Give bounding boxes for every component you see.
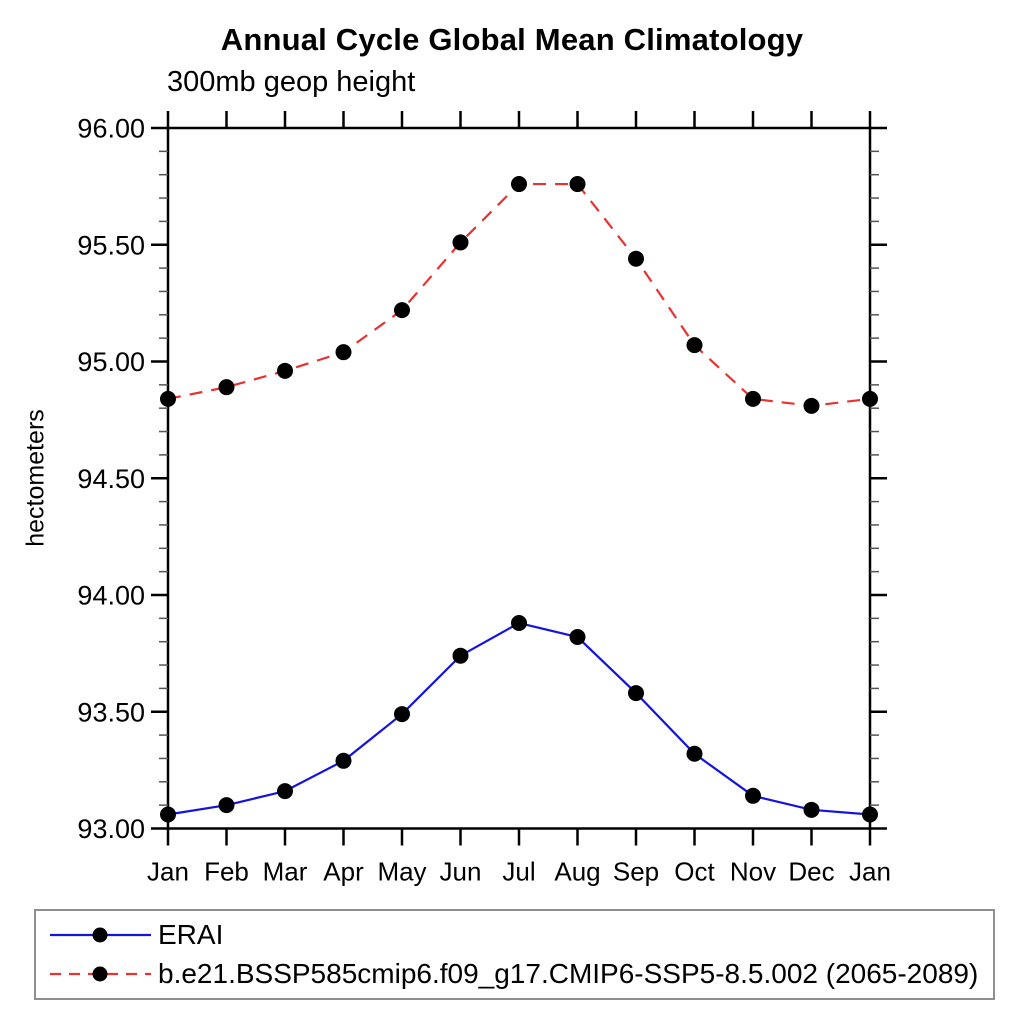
svg-text:95.50: 95.50 [77, 230, 145, 260]
legend-label-erai: ERAI [158, 918, 224, 950]
svg-text:93.50: 93.50 [77, 697, 145, 727]
legend-line-marker-icon [50, 927, 151, 943]
svg-text:Feb: Feb [204, 857, 249, 887]
svg-text:94.50: 94.50 [77, 464, 145, 494]
svg-text:95.00: 95.00 [77, 347, 145, 377]
svg-text:Dec: Dec [788, 857, 834, 887]
svg-text:Apr: Apr [323, 857, 364, 887]
svg-text:94.00: 94.00 [77, 581, 145, 611]
svg-text:Sep: Sep [613, 857, 659, 887]
legend-dashed-line-marker-icon [50, 966, 151, 982]
svg-text:Jun: Jun [440, 857, 482, 887]
svg-text:Jul: Jul [502, 857, 535, 887]
legend-label-model: b.e21.BSSP585cmip6.f09_g17.CMIP6-SSP5-8.… [158, 958, 979, 990]
svg-text:Jan: Jan [147, 857, 189, 887]
svg-text:Jan: Jan [849, 857, 891, 887]
plot-area: Jan Feb Mar Apr May Jun Jul Aug Sep Oct Nov Dec Jan9… [77, 111, 891, 887]
svg-text:Nov: Nov [730, 857, 776, 887]
svg-text:96.00: 96.00 [77, 114, 145, 144]
svg-text:Oct: Oct [674, 857, 715, 887]
legend: ERAI b.e21.BSSP585cmip6.f09_g17.CMIP6-SS… [34, 909, 995, 1000]
svg-text:May: May [377, 857, 426, 887]
legend-item-model: b.e21.BSSP585cmip6.f09_g17.CMIP6-SSP5-8.… [48, 958, 993, 990]
svg-text:Mar: Mar [263, 857, 308, 887]
svg-text:93.00: 93.00 [77, 814, 145, 844]
chart-title: Annual Cycle Global Mean Climatology [220, 22, 804, 57]
svg-text:Aug: Aug [554, 857, 600, 887]
legend-item-erai: ERAI [48, 919, 993, 951]
chart-subtitle: 300mb geop height [167, 66, 416, 98]
